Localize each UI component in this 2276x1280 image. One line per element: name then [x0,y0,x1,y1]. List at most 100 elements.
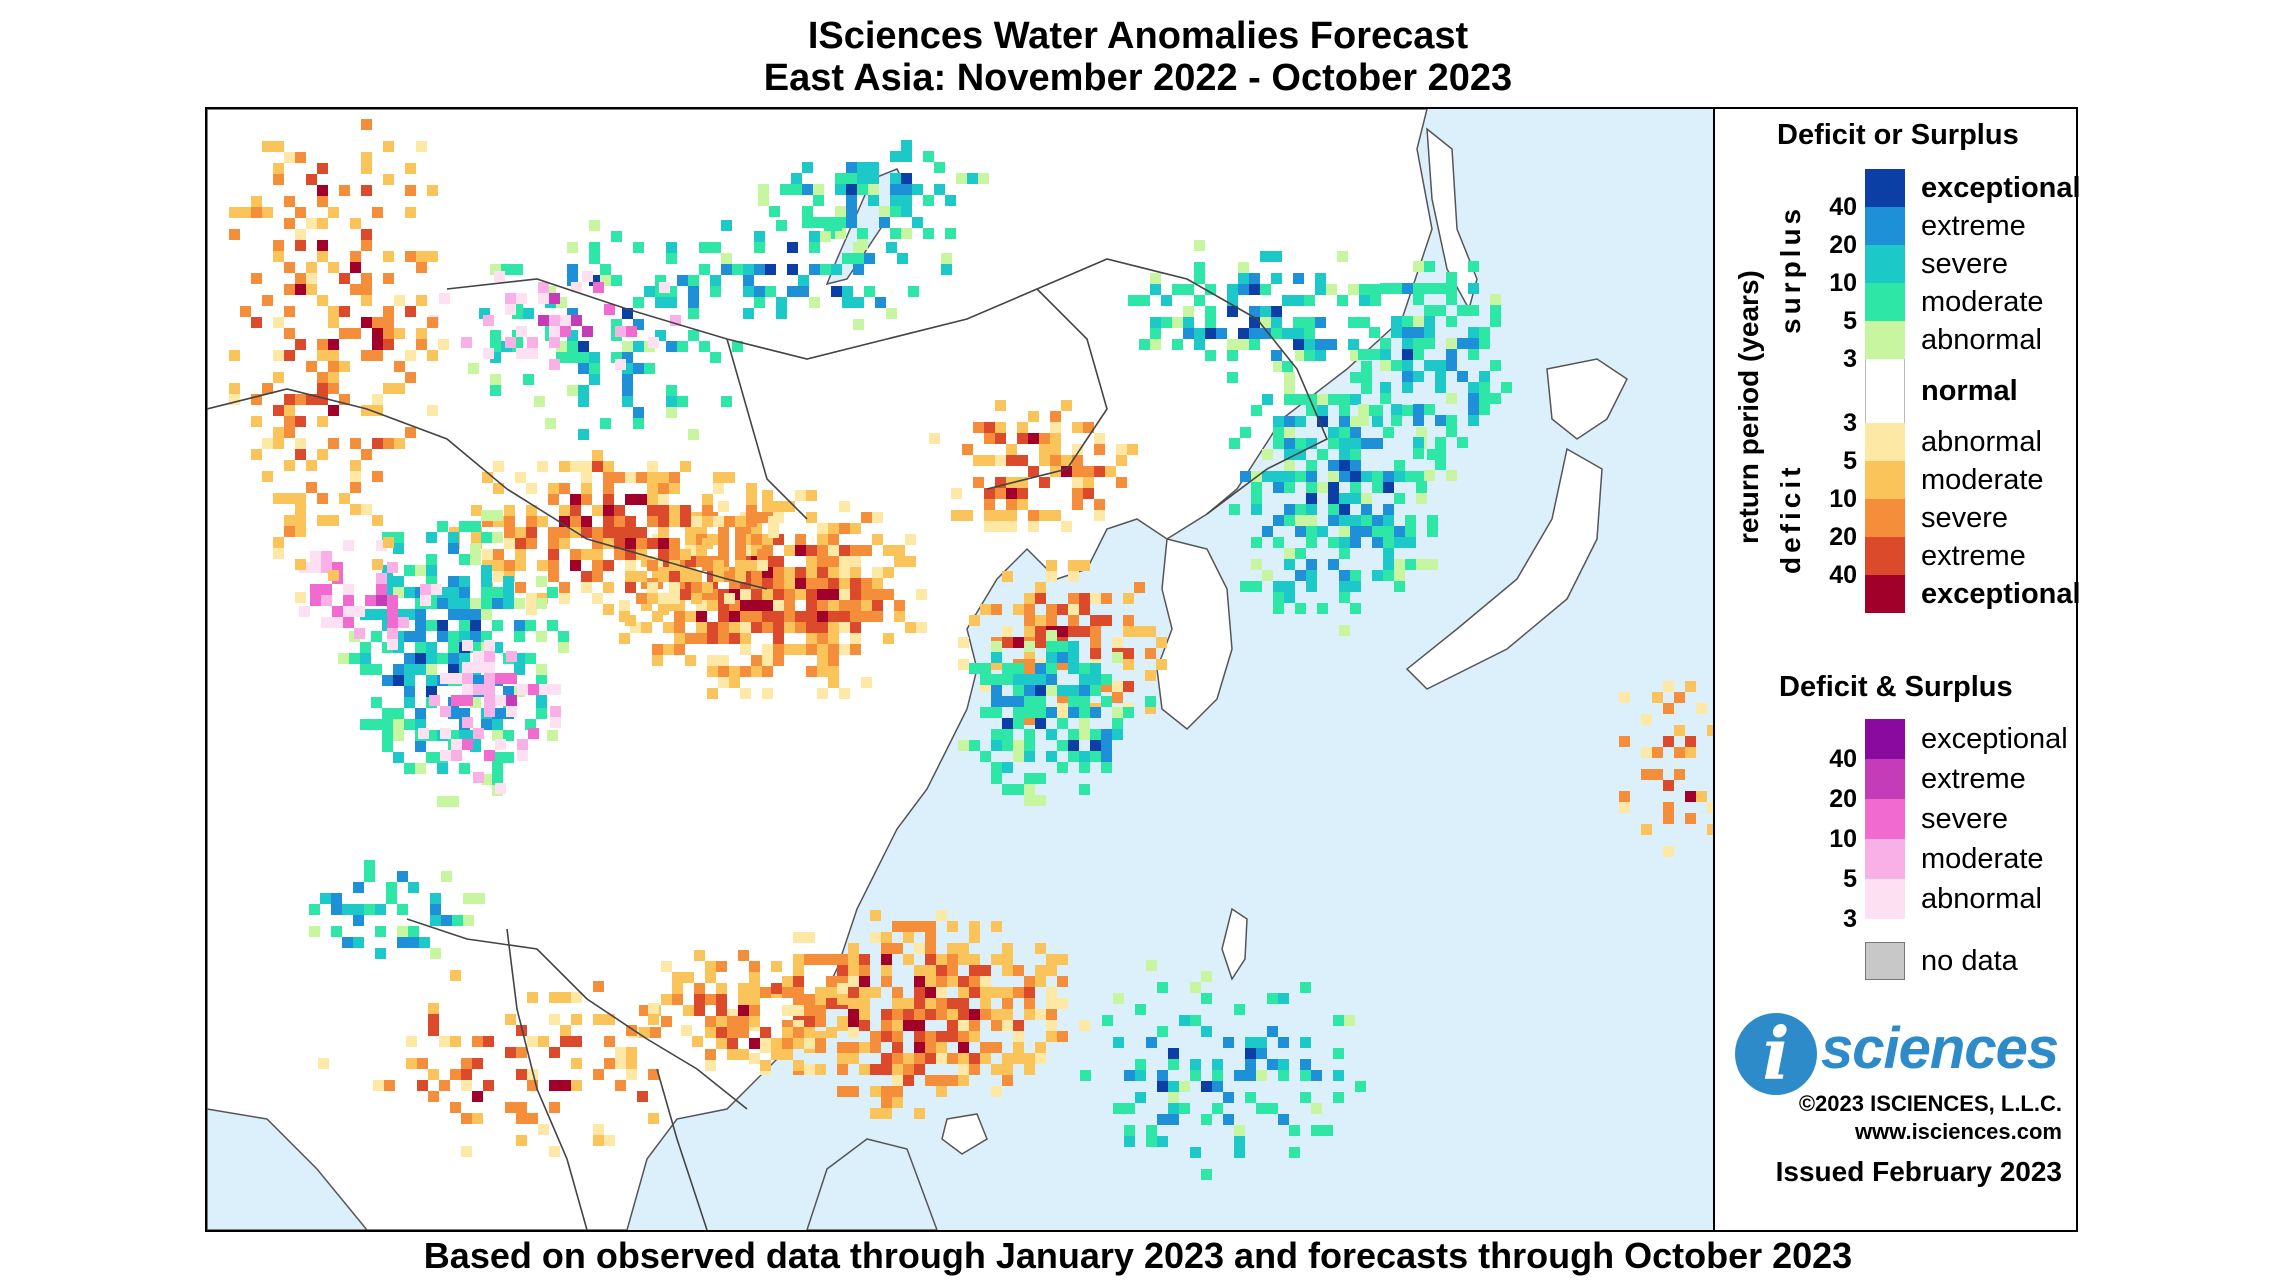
anomaly-cell [393,543,404,554]
anomaly-cell [1413,261,1424,272]
anomaly-cell [1112,707,1123,718]
anomaly-cell [1674,725,1685,736]
anomaly-cell [393,587,404,598]
anomaly-cell [1090,663,1101,674]
anomaly-cell [581,483,592,494]
anomaly-cell [420,595,431,606]
anomaly-cell [448,576,459,587]
anomaly-cell [751,523,762,534]
anomaly-cell [539,684,550,695]
anomaly-cell [1317,526,1328,537]
anomaly-cell [870,1108,881,1119]
legend-swatch-both-exceptional [1865,719,1905,759]
anomaly-cell [1046,604,1057,615]
anomaly-cell [870,1086,881,1097]
anomaly-cell [1490,305,1501,316]
anomaly-cell [1284,471,1295,482]
anomaly-cell [462,673,473,684]
anomaly-cell [484,662,495,673]
legend-swatch-both-moderate [1865,839,1905,879]
anomaly-cell [1024,773,1035,784]
country-borders [207,258,1329,1230]
anomaly-cell [1293,295,1304,306]
anomaly-cell [273,163,284,174]
anomaly-cell [501,264,512,275]
anomaly-cell [958,976,969,987]
anomaly-cell [1416,427,1427,438]
anomaly-cell [1435,283,1446,294]
anomaly-cell [1391,360,1402,371]
anomaly-cell [1339,537,1350,548]
anomaly-cell [295,394,306,405]
anomaly-cell [416,141,427,152]
anomaly-cell [892,998,903,1009]
anomaly-cell [1273,537,1284,548]
anomaly-cell [1068,593,1079,604]
anomaly-cell [969,932,980,943]
anomaly-cell [582,326,593,337]
anomaly-cell [405,207,416,218]
anomaly-cell [1315,317,1326,328]
anomaly-cell [636,472,647,483]
anomaly-cell [738,1027,749,1038]
anomaly-cell [538,1124,549,1135]
anomaly-cell [762,666,773,677]
anomaly-cell [251,207,262,218]
anomaly-cell [1024,784,1035,795]
anomaly-cell [806,556,817,567]
anomaly-cell [503,730,514,741]
anomaly-cell [1002,729,1013,740]
anomaly-cell [331,893,342,904]
anomaly-cell [685,633,696,644]
anomaly-cell [328,262,339,273]
anomaly-cell [548,571,559,582]
website-link[interactable]: www.isciences.com [1854,1119,2062,1144]
anomaly-cell [916,622,927,633]
anomaly-cell [738,1005,749,1016]
anomaly-cell [448,653,459,664]
anomaly-cell [903,932,914,943]
anomaly-cell [321,562,332,573]
anomaly-cell [658,472,669,483]
anomaly-cell [707,633,718,644]
anomaly-cell [408,937,419,948]
anomaly-cell [828,600,839,611]
anomaly-cell [426,620,437,631]
anomaly-cell [559,505,570,516]
anomaly-cell [1304,317,1315,328]
anomaly-cell [1468,393,1479,404]
anomaly-cell [1251,482,1262,493]
anomaly-cell [420,584,431,595]
anomaly-cell [1024,795,1035,806]
anomaly-cell [914,943,925,954]
anomaly-cell [1112,681,1123,692]
anomaly-cell [1282,328,1293,339]
anomaly-cell [658,494,669,505]
anomaly-cell [958,659,969,670]
anomaly-cell [848,1086,859,1097]
anomaly-cell [1251,537,1262,548]
anomaly-cell [1068,604,1079,615]
anomaly-cell [1124,1125,1135,1136]
anomaly-cell [738,983,749,994]
anomaly-cell [1068,626,1079,637]
anomaly-cell [492,719,503,730]
anomaly-cell [394,383,405,394]
anomaly-cell [1383,570,1394,581]
anomaly-cell [589,352,600,363]
anomaly-cell [641,622,652,633]
anomaly-cell [718,523,729,534]
anomaly-cell [1072,499,1083,510]
anomaly-cell [1079,560,1090,571]
anomaly-cell [406,1058,417,1069]
anomaly-cell [1035,718,1046,729]
anomaly-cell [991,921,1002,932]
anomaly-cell [1249,284,1260,295]
anomaly-cell [710,286,721,297]
anomaly-cell [839,556,850,567]
anomaly-cell [705,1016,716,1027]
anomaly-cell [1123,626,1134,637]
anomaly-cell [1194,273,1205,284]
anomaly-cell [426,576,437,587]
anomaly-cell [848,943,859,954]
